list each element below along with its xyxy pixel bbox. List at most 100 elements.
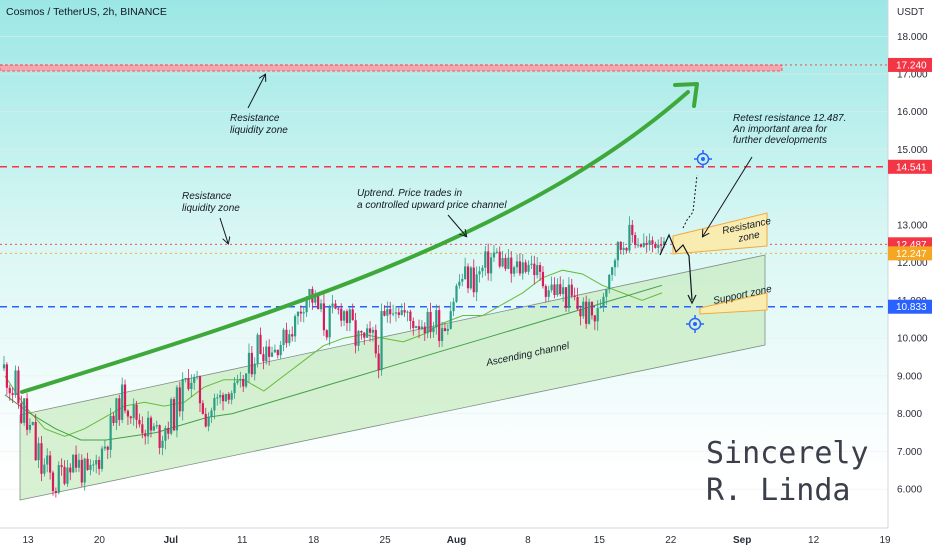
candle-body [391,313,395,315]
candle-body [464,266,467,280]
candle-body [239,379,242,381]
candle-body [498,251,501,267]
candle-body [651,240,654,244]
candle-body [386,309,389,316]
price-axis[interactable]: USDT 18.000 17.000 16.000 15.000 13.000 12.00… [887,0,932,550]
target-up-icon[interactable] [694,150,712,168]
candle-body [296,311,300,317]
candle-body [184,378,187,380]
candle-body [89,464,92,470]
candle-body [403,310,406,313]
candle-body [432,327,435,333]
x-tick-label: Jul [164,535,179,546]
candle-body [161,440,164,448]
candle-body [556,284,559,295]
x-tick-label: Aug [447,535,466,546]
time-axis-background [0,528,888,550]
candle-body [484,251,487,268]
y-tick-label: 7.000 [897,447,922,458]
candle-body [242,379,245,387]
annotation-arrow-mid [219,217,228,243]
note-resistance-liquidity-top: Resistance liquidity zone [230,113,288,136]
candle-body [357,330,360,346]
candle-body [46,455,49,465]
candle-body [314,295,317,303]
chart-title: Cosmos / TetherUS, 2h, BINANCE [6,6,167,18]
moving-averages [4,269,663,441]
candle-body [20,403,23,423]
note-uptrend: Uptrend. Price trades in a controlled up… [357,188,507,211]
candle-body [178,387,181,412]
candle-body [366,328,369,338]
candle-body [149,417,153,431]
candle-body [423,326,426,334]
candle-body [377,353,380,371]
candle-body [642,242,645,247]
price-level-tag-label: 14.541 [896,162,927,173]
candle-body [5,364,8,388]
candle-body [31,421,34,426]
target-down-icon[interactable] [686,315,704,333]
candle-body [380,311,383,371]
candle-body [268,346,271,357]
candle-body [340,308,343,321]
note-retest: Retest resistance 12.487. An important a… [732,113,849,146]
candle-body [400,310,403,315]
candle-body [619,241,622,250]
candle-body [510,257,513,274]
candle-body [190,382,193,390]
candle-body [354,320,357,346]
candle-body [181,378,184,412]
price-level-tag-label: 12.487 [896,240,927,251]
candle-body [8,387,11,394]
x-tick-label: 11 [237,535,248,546]
candle-body [129,416,132,419]
grid [0,36,888,490]
candle-body [40,443,43,474]
candlesticks [2,216,666,498]
candle-body [210,410,213,417]
currency-label: USDT [897,7,924,18]
x-tick-label: 20 [94,535,106,546]
candle-body [170,399,173,434]
price-level-tag-label: 10.833 [896,302,927,313]
candle-body [593,315,596,322]
candle-body [438,310,441,342]
candle-body [60,465,63,467]
candle-body [155,425,158,427]
candle-body [513,267,516,274]
x-tick-label: 25 [380,535,392,546]
candle-body [389,309,392,315]
projected-down-arrowhead [687,294,697,305]
candle-body [54,491,57,493]
candle-body [207,416,210,427]
candle-body [420,326,424,330]
candle-body [227,393,230,400]
candle-body [95,459,98,465]
candle-body [631,224,634,235]
candle-body [368,328,372,333]
y-tick-label: 16.000 [897,107,928,118]
candle-body [587,301,591,324]
note-resistance-liquidity-mid: Resistance liquidity zone [182,191,240,214]
candle-body [662,241,666,246]
y-tick-label: 10.000 [897,334,928,345]
candle-body [585,301,588,324]
candle-body [98,459,101,469]
plot-area[interactable]: Resistance liquidity zone Resistance liq… [0,0,888,528]
resistance-liquidity-band [0,64,783,72]
time-axis[interactable]: 13 20 Jul 11 18 25 Aug 8 15 22 Sep 12 19 [0,527,891,550]
candle-body [247,352,251,374]
candle-body [435,310,438,328]
candle-body [645,242,648,245]
projected-up-path [682,174,698,229]
price-level-tag [888,159,932,174]
candle-body [256,334,259,364]
candle-body [152,426,155,431]
y-tick-label: 8.000 [897,409,922,420]
candle-body [198,376,202,404]
y-tick-label: 9.000 [897,371,922,382]
candle-body [135,404,138,420]
candle-body [613,260,617,268]
